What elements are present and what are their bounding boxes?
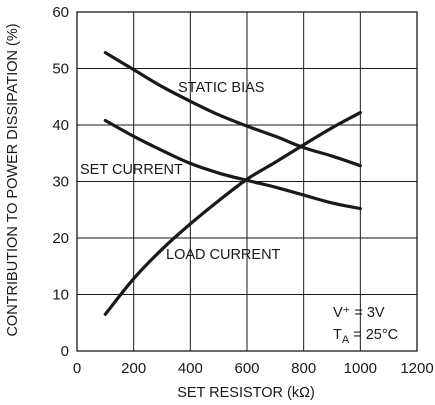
series-label-load-current: LOAD CURRENT (166, 247, 281, 263)
x-axis-title: SET RESISTOR (kΩ) (177, 385, 315, 401)
series-label-set-current: SET CURRENT (80, 162, 183, 178)
supply-voltage-label: V⁺ = 3V (333, 305, 385, 321)
series-label-static-bias: STATIC BIAS (178, 80, 264, 96)
x-tick-label: 200 (121, 360, 146, 377)
series-lines (103, 51, 362, 316)
y-tick-labels: 0 10 20 30 40 50 60 (52, 4, 69, 360)
series-line-set-current (103, 118, 362, 211)
y-tick-label: 40 (52, 117, 69, 134)
y-tick-label: 30 (52, 174, 69, 191)
temperature-label-value: = 25°C (349, 327, 398, 343)
temperature-label: TA = 25°C (333, 327, 398, 346)
temperature-label-symbol: T (333, 327, 342, 343)
y-axis-title: CONTRIBUTION TO POWER DISSIPATION (%) (5, 23, 21, 336)
x-tick-label: 600 (234, 360, 259, 377)
series-line-static-bias (103, 51, 362, 168)
x-tick-labels: 0 200 400 600 800 1000 1200 (73, 360, 434, 377)
x-tick-label: 400 (178, 360, 203, 377)
x-tick-label: 1000 (344, 360, 377, 377)
plot-frame (76, 11, 418, 352)
series-line-load-current (103, 110, 362, 316)
temperature-label-subscript: A (342, 334, 350, 346)
y-tick-label: 0 (61, 343, 69, 360)
y-tick-label: 60 (52, 4, 69, 21)
y-tick-label: 50 (52, 61, 69, 78)
x-tick-label: 800 (291, 360, 316, 377)
x-tick-label: 1200 (400, 360, 433, 377)
x-tick-label: 0 (73, 360, 81, 377)
y-tick-label: 20 (52, 230, 69, 247)
y-tick-label: 10 (52, 287, 69, 304)
